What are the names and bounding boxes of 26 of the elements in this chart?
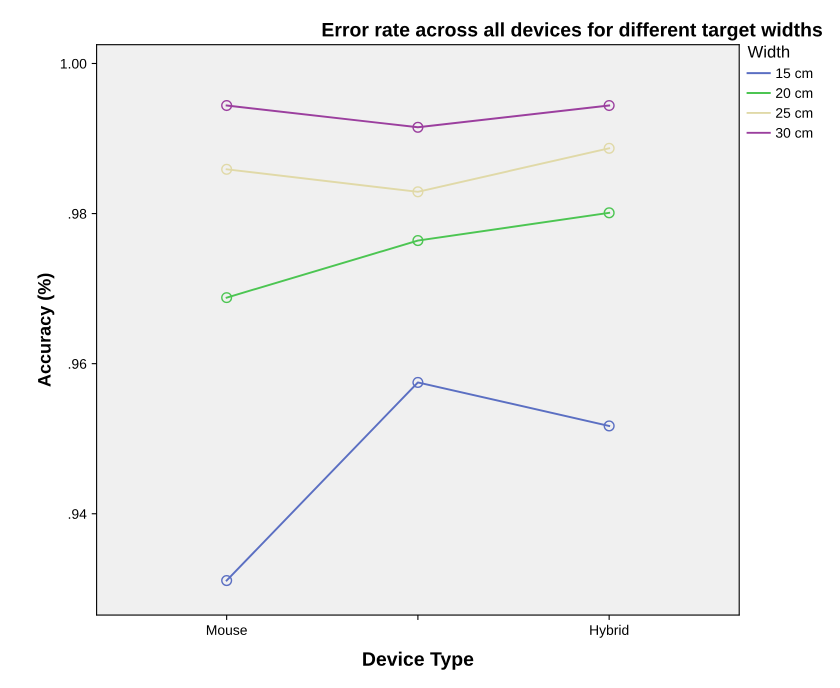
point (412, 186, 424, 198)
point (604, 207, 615, 218)
y-axis-title: Accuracy (%) (37, 274, 54, 387)
point (221, 164, 232, 175)
point (221, 292, 232, 304)
legend-label: 15 cm (776, 68, 812, 78)
point (412, 235, 424, 246)
chart-title: Error rate across all devices for different target widths (322, 22, 822, 41)
y-tick-label: .94 (68, 509, 86, 519)
legend-label: 30 cm (776, 128, 812, 138)
point (604, 142, 615, 154)
point (412, 376, 424, 388)
y-tick-label: .98 (68, 208, 86, 219)
y-tick-label: 1.00 (60, 58, 86, 69)
x-tick-label: Hybrid (590, 624, 628, 638)
legend-label: 25 cm (776, 108, 812, 118)
x-tick-label: Mouse (206, 625, 247, 635)
point (604, 100, 615, 112)
legend-title: Width (748, 45, 790, 58)
point (221, 574, 232, 586)
legend-label: 20 cm (776, 88, 812, 98)
x-axis-title: Device Type (363, 652, 474, 670)
point (604, 420, 615, 432)
point (412, 122, 424, 133)
y-tick-label: .96 (68, 359, 86, 369)
point (221, 100, 232, 112)
